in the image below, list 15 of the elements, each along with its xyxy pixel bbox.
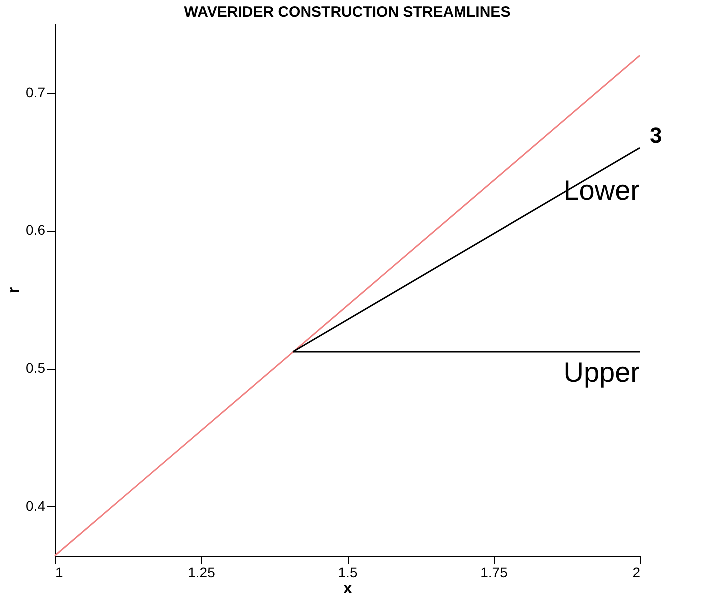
x-axis-title: x <box>344 580 353 598</box>
x-tick-label: 1.5 <box>338 564 358 580</box>
y-tick-label: 0.4 <box>26 498 46 514</box>
x-tick-label: 1.75 <box>480 564 508 580</box>
y-tick-label: 0.5 <box>26 360 46 376</box>
chart-title: WAVERIDER CONSTRUCTION STREAMLINES <box>184 4 511 21</box>
x-tick-label: 1 <box>56 564 64 580</box>
y-tick-label: 0.7 <box>26 84 46 100</box>
y-axis-title: r <box>6 287 24 294</box>
x-tick-label: 1.25 <box>188 564 216 580</box>
series-label: Upper <box>564 357 640 388</box>
annotation: 3 <box>650 123 662 148</box>
series-label: Lower <box>564 175 640 206</box>
x-tick-label: 2 <box>632 564 641 580</box>
y-tick-label: 0.6 <box>26 222 46 238</box>
